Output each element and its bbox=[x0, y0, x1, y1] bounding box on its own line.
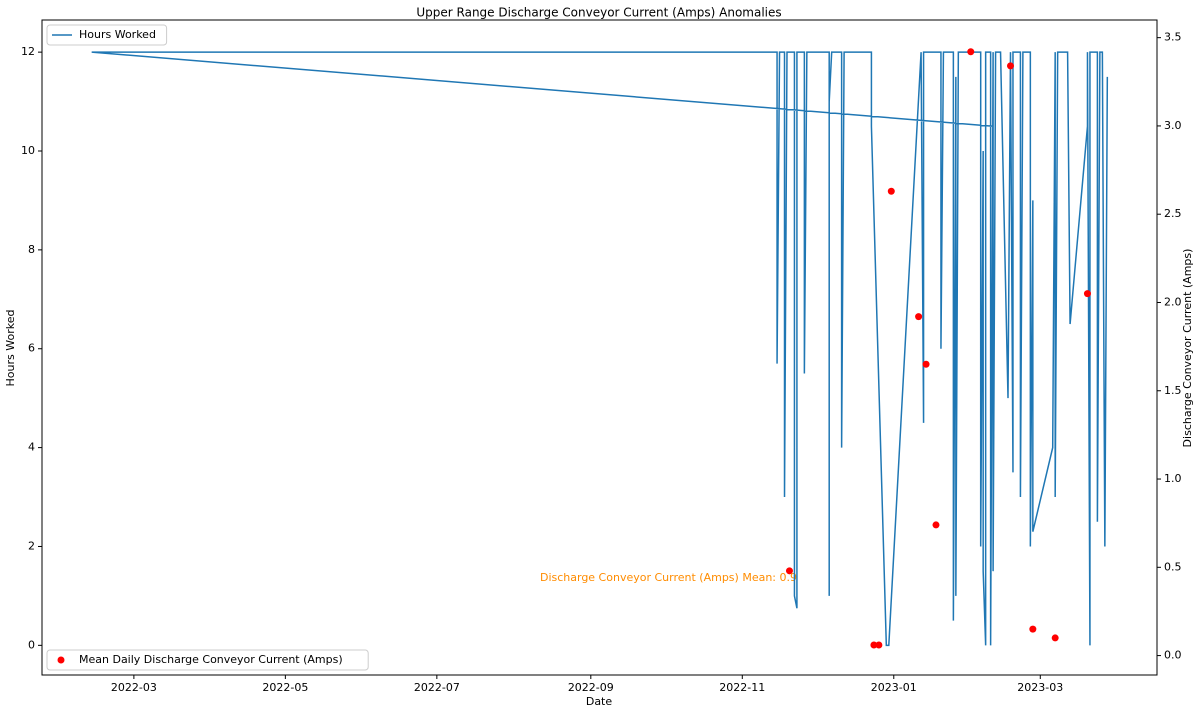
plot-frame bbox=[41, 19, 1158, 676]
x-tick-label: 2022-09 bbox=[568, 681, 614, 694]
scatter-point bbox=[1006, 62, 1014, 70]
y2-tick-label: 0.5 bbox=[1164, 560, 1182, 573]
scatter-point bbox=[1083, 290, 1091, 298]
legend-box bbox=[46, 24, 168, 46]
scatter-point bbox=[932, 521, 940, 529]
scatter-point bbox=[785, 567, 793, 575]
y2-axis-label: Discharge Conveyor Current (Amps) bbox=[1181, 249, 1194, 448]
x-tick-label: 2022-11 bbox=[719, 681, 765, 694]
y2-tick-label: 3.0 bbox=[1164, 119, 1182, 132]
y2-tick-label: 3.5 bbox=[1164, 31, 1182, 44]
legend: Hours Worked bbox=[46, 24, 168, 46]
scatter-point bbox=[1029, 625, 1037, 633]
line-series bbox=[91, 51, 1109, 647]
legend-box bbox=[46, 649, 369, 671]
legend: Mean Daily Discharge Conveyor Current (A… bbox=[46, 649, 369, 671]
y2-tick-label: 0.0 bbox=[1164, 649, 1182, 662]
scatter-point bbox=[967, 48, 975, 56]
scatter-point bbox=[875, 641, 883, 649]
y2-tick-label: 2.5 bbox=[1164, 207, 1182, 220]
y-tick-label: 4 bbox=[28, 441, 35, 454]
x-tick-label: 2022-03 bbox=[111, 681, 157, 694]
y-tick-label: 0 bbox=[28, 638, 35, 651]
y-tick-label: 2 bbox=[28, 539, 35, 552]
scatter-point bbox=[870, 641, 878, 649]
x-axis-label: Date bbox=[586, 695, 613, 708]
y-tick-label: 8 bbox=[28, 243, 35, 256]
annotation: Discharge Conveyor Current (Amps) Mean: … bbox=[540, 571, 797, 584]
y-tick-label: 10 bbox=[21, 144, 35, 157]
y-axis-label: Hours Worked bbox=[4, 310, 17, 387]
scatter-point bbox=[887, 187, 895, 195]
legend-label: Mean Daily Discharge Conveyor Current (A… bbox=[79, 653, 343, 666]
y2-tick-label: 2.0 bbox=[1164, 295, 1182, 308]
y-tick-label: 12 bbox=[21, 45, 35, 58]
scatter-point bbox=[922, 360, 930, 368]
x-tick-label: 2022-05 bbox=[262, 681, 308, 694]
legend-label: Hours Worked bbox=[79, 28, 156, 41]
y2-tick-label: 1.5 bbox=[1164, 384, 1182, 397]
x-tick-label: 2023-03 bbox=[1017, 681, 1063, 694]
legend-marker bbox=[57, 656, 65, 664]
y-tick-label: 6 bbox=[28, 342, 35, 355]
scatter-point bbox=[915, 313, 923, 321]
y2-tick-label: 1.0 bbox=[1164, 472, 1182, 485]
x-tick-label: 2023-01 bbox=[871, 681, 917, 694]
scatter-point bbox=[1051, 634, 1059, 642]
chart-title: Upper Range Discharge Conveyor Current (… bbox=[416, 6, 781, 20]
x-tick-label: 2022-07 bbox=[414, 681, 460, 694]
